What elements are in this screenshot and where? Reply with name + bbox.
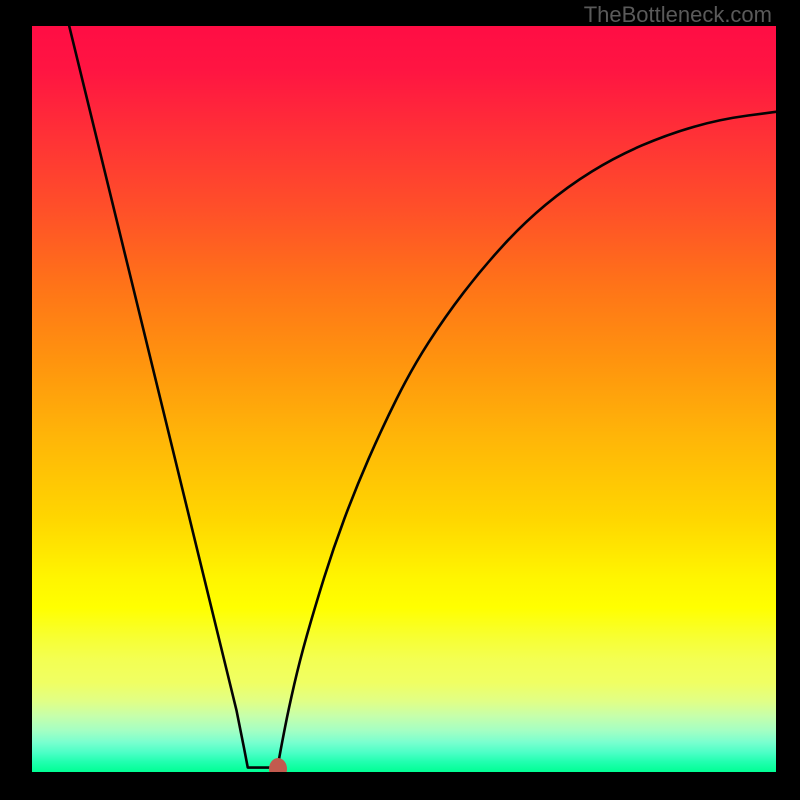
chart-plot-area xyxy=(32,26,776,772)
bottleneck-curve xyxy=(32,26,776,772)
watermark-text: TheBottleneck.com xyxy=(584,2,772,28)
